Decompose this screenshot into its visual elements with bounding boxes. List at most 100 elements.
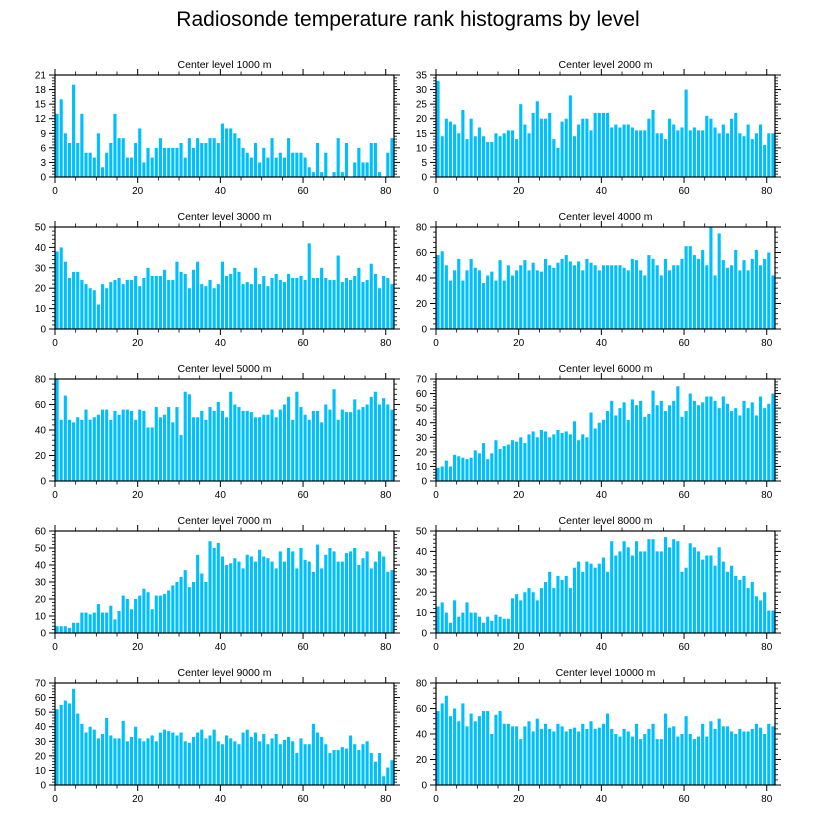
histogram-bar	[506, 618, 510, 633]
histogram-bar	[481, 443, 486, 481]
histogram-bar	[622, 728, 626, 785]
histogram-bar	[336, 255, 340, 329]
histogram-bar	[377, 288, 382, 329]
histogram-bar	[618, 736, 622, 785]
y-tick-label: 0	[421, 629, 427, 640]
histogram-bar	[72, 688, 76, 785]
histogram-bar	[680, 734, 684, 785]
y-tick-label: 20	[35, 451, 47, 462]
panel-title: Center level 8000 m	[559, 515, 653, 527]
y-tick-label: 40	[35, 243, 47, 254]
y-tick-label: 20	[416, 588, 428, 599]
histogram-bar	[643, 551, 647, 633]
histogram-bar	[531, 731, 535, 785]
histogram-bar	[344, 553, 349, 633]
histogram-bar	[696, 551, 701, 633]
histogram-bar	[229, 391, 233, 481]
histogram-bar	[59, 99, 63, 177]
histogram-bar	[498, 711, 502, 785]
histogram-bar	[59, 419, 63, 481]
histogram-bar	[457, 133, 461, 177]
histogram-bar	[742, 136, 746, 177]
y-tick-label: 3	[40, 158, 46, 169]
histogram-panel-10: Center level 10000 m 0 20 40 60 80 0 20 40 60 80	[416, 667, 781, 805]
y-tick-label: 10	[416, 462, 428, 473]
histogram-bar	[357, 750, 361, 785]
histogram-bar	[663, 411, 668, 481]
histogram-bar	[59, 626, 63, 633]
histogram-bar	[349, 551, 353, 633]
histogram-bar	[233, 558, 237, 633]
histogram-bar	[76, 143, 80, 177]
histogram-bar	[601, 112, 605, 177]
y-tick-label: 30	[35, 737, 47, 748]
histogram-bar	[175, 582, 179, 633]
histogram-bar	[643, 416, 647, 481]
histogram-bar	[63, 395, 67, 481]
histogram-bar	[162, 147, 167, 177]
y-tick-label: 15	[416, 129, 428, 140]
histogram-bar	[138, 128, 142, 177]
histogram-bar	[105, 152, 109, 177]
y-tick-label: 30	[416, 85, 428, 96]
histogram-bar	[705, 736, 709, 785]
histogram-bar	[494, 614, 498, 633]
histogram-bar	[515, 139, 519, 177]
y-tick-label: 70	[35, 679, 47, 690]
histogram-bar	[453, 124, 457, 177]
histogram-bar	[179, 143, 183, 177]
y-tick-label: 80	[416, 679, 428, 690]
histogram-bar	[295, 568, 299, 633]
x-tick-label: 0	[433, 338, 439, 349]
histogram-bar	[754, 596, 758, 633]
histogram-bar	[626, 547, 630, 633]
y-tick-label: 30	[35, 578, 47, 589]
histogram-bar	[158, 417, 162, 481]
histogram-bar	[556, 575, 560, 633]
histogram-bar	[291, 419, 295, 481]
histogram-bar	[208, 541, 212, 633]
histogram-bar	[258, 549, 262, 633]
histogram-panel-8: Center level 8000 m 0 20 40 60 80 0 10 20 30 40 50	[416, 515, 781, 653]
histogram-bar	[581, 118, 585, 177]
histogram-bar	[307, 419, 311, 481]
histogram-bar	[67, 703, 72, 785]
histogram-bar	[142, 410, 146, 482]
x-tick-label: 40	[215, 490, 227, 501]
histogram-bar	[311, 278, 315, 329]
x-tick-label: 60	[678, 490, 690, 501]
histogram-bar	[688, 130, 692, 177]
histogram-bar	[113, 619, 117, 633]
histogram-bar	[725, 267, 730, 329]
histogram-bar	[262, 734, 266, 785]
histogram-bar	[377, 551, 382, 633]
histogram-bar	[55, 379, 59, 481]
histogram-bar	[572, 136, 577, 177]
histogram-bar	[92, 417, 96, 481]
histogram-bar	[121, 138, 125, 177]
histogram-bar	[67, 419, 72, 481]
histogram-bar	[506, 723, 510, 785]
histogram-bar	[299, 738, 303, 785]
histogram-bar	[696, 130, 701, 177]
histogram-bar	[668, 727, 672, 786]
histogram-bar	[643, 275, 647, 329]
histogram-bar	[191, 417, 196, 481]
histogram-bar	[597, 112, 601, 177]
histogram-bar	[630, 736, 634, 785]
histogram-bar	[519, 437, 523, 481]
histogram-bar	[626, 419, 630, 481]
histogram-bar	[270, 138, 274, 177]
histogram-bar	[369, 143, 373, 177]
histogram-bar	[63, 626, 67, 633]
histogram-bar	[738, 415, 742, 481]
histogram-bar	[527, 721, 531, 785]
histogram-bar	[436, 711, 440, 785]
histogram-bar	[249, 157, 253, 177]
histogram-bar	[680, 127, 684, 177]
y-tick-label: 40	[416, 418, 428, 429]
histogram-bar	[535, 101, 539, 177]
histogram-bar	[76, 271, 80, 329]
histogram-bar	[767, 252, 771, 329]
histogram-bar	[486, 142, 490, 177]
